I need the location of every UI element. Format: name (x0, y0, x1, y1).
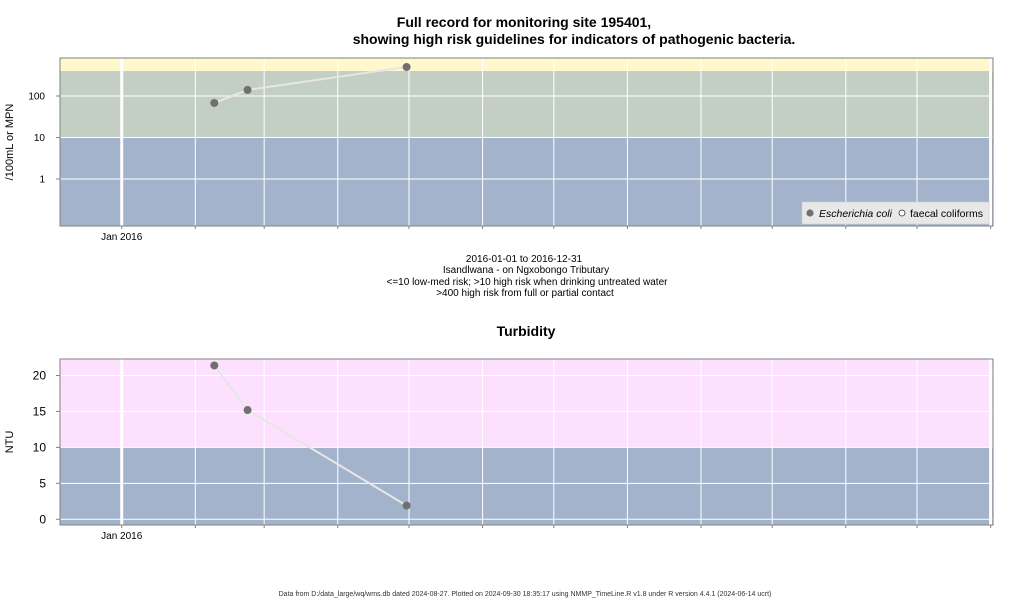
legend-box (801, 201, 990, 225)
bacteria-ticks: Jan 2016 1 10 100 (28, 92, 992, 243)
footer-note: Data from D:/data_large/wq/wms.db dated … (279, 591, 772, 598)
bacteria-guideline-note-2: >400 high risk from full or partial cont… (436, 288, 614, 299)
turbidity-y-tick-label: 10 (33, 440, 47, 454)
turbidity-plot-border (59, 358, 994, 526)
bacteria-y-tick-label: 100 (28, 92, 45, 103)
turbidity-y-axis-label: NTU (4, 431, 16, 454)
turbidity-series-points (210, 361, 411, 510)
turbidity-band-high (60, 359, 993, 448)
bacteria-x-tick-label: Jan 2016 (101, 232, 143, 243)
main-title-line1: Full record for monitoring site 195401, (397, 14, 651, 30)
turbidity-plot-panel: Jan 2016 0 5 10 15 20 NTU (4, 358, 994, 542)
bacteria-legend: Escherichia coli faecal coliforms (801, 201, 990, 225)
turbidity-band-low (60, 447, 993, 525)
turbidity-ticks: Jan 2016 0 5 10 15 20 (33, 369, 992, 542)
legend-faecal-label: faecal coliforms (910, 208, 983, 220)
turbidity-data-point (402, 501, 411, 510)
bacteria-plot-panel: Jan 2016 1 10 100 /100mL or MPN Escherichia… (4, 57, 994, 243)
bacteria-series-points (210, 62, 411, 107)
bacteria-grid (60, 58, 993, 226)
turbidity-x-tick-label: Jan 2016 (101, 531, 143, 542)
bacteria-y-tick-label: 1 (39, 175, 45, 186)
bacteria-risk-bands (60, 58, 993, 226)
bacteria-y-axis-label: /100mL or MPN (4, 104, 16, 181)
ecoli-data-point (243, 85, 252, 94)
legend-ecoli-marker (806, 209, 814, 217)
bacteria-guideline-note-1: <=10 low-med risk; >10 high risk when dr… (387, 277, 669, 288)
ecoli-data-point (210, 98, 219, 107)
turbidity-y-tick-label: 0 (39, 512, 46, 526)
band-high-risk-drinking (60, 71, 993, 138)
bacteria-site-name: Isandlwana - on Ngxobongo Tributary (443, 265, 609, 276)
bacteria-date-range: 2016-01-01 to 2016-12-31 (466, 254, 583, 265)
legend-ecoli-label: Escherichia coli (819, 208, 893, 220)
turbidity-y-tick-label: 5 (39, 476, 46, 490)
turbidity-risk-bands (60, 359, 993, 525)
band-high-risk-contact (60, 58, 993, 72)
bacteria-plot-border (59, 57, 994, 227)
turbidity-grid (60, 359, 993, 525)
legend-faecal-marker (898, 209, 906, 217)
turbidity-data-point (210, 361, 219, 370)
ecoli-data-point (402, 62, 411, 71)
turbidity-data-point (243, 406, 252, 415)
turbidity-y-tick-label: 15 (33, 404, 47, 418)
turbidity-y-tick-label: 20 (33, 369, 47, 383)
main-title-line2: showing high risk guidelines for indicat… (353, 31, 796, 47)
bacteria-y-tick-label: 10 (34, 133, 46, 144)
turbidity-title: Turbidity (497, 323, 556, 339)
